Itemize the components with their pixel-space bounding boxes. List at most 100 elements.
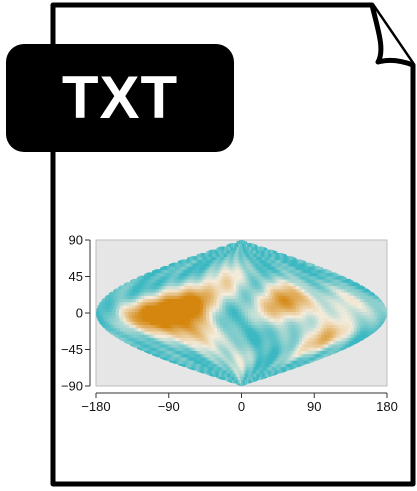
heatmap-cell [228, 363, 231, 368]
heatmap-cell [299, 285, 303, 290]
heatmap-cell [329, 269, 332, 274]
heatmap-cell [214, 327, 218, 332]
heatmap-cell [196, 265, 199, 270]
heatmap-cell [198, 334, 203, 338]
heatmap-cell [334, 350, 338, 355]
heatmap-cell [337, 317, 342, 322]
heatmap-cell [239, 350, 243, 355]
heatmap-cell [274, 369, 277, 374]
heatmap-cell [121, 311, 126, 316]
heatmap-cell [296, 285, 300, 290]
heatmap-cell [165, 327, 170, 332]
heatmap-cell [218, 262, 222, 267]
heatmap-cell [225, 324, 230, 329]
heatmap-cell [172, 334, 177, 338]
heatmap-cell [313, 353, 316, 358]
heatmap-cell [232, 295, 237, 299]
heatmap-cell [181, 334, 185, 338]
heatmap-cell [303, 278, 307, 283]
heatmap-cell [271, 249, 273, 254]
heatmap-cell [308, 272, 312, 277]
heatmap-cell [300, 278, 305, 283]
heatmap-cell [211, 347, 215, 351]
heatmap-cell [359, 291, 364, 296]
heatmap-cell [288, 259, 291, 264]
file-type-label: TXT [61, 64, 179, 131]
heatmap-cell [132, 298, 137, 303]
heatmap-cell [215, 308, 220, 312]
heatmap-cell [258, 252, 261, 257]
heatmap-cell [107, 324, 112, 329]
heatmap-cell [146, 350, 150, 355]
heatmap-cell [200, 285, 204, 290]
heatmap-cell [286, 360, 289, 364]
heatmap-cell [271, 285, 275, 290]
heatmap-cell [202, 327, 206, 332]
heatmap-cell [246, 275, 250, 280]
heatmap-cell [279, 304, 284, 309]
heatmap-cell [278, 288, 283, 293]
heatmap-cell [203, 259, 206, 264]
heatmap-cell [251, 256, 253, 261]
heatmap-cell [239, 249, 241, 254]
y-tick-label: 45 [69, 269, 83, 284]
heatmap-cell [157, 343, 161, 348]
heatmap-cell [192, 275, 196, 280]
heatmap-cell [287, 334, 291, 338]
heatmap-cell [236, 347, 240, 351]
heatmap-cell [297, 347, 301, 351]
heatmap-cell [268, 265, 272, 270]
heatmap-cell [266, 369, 269, 374]
heatmap-cell [299, 327, 303, 332]
heatmap-cell [201, 256, 204, 261]
heatmap-cell [286, 308, 291, 312]
heatmap-cell [207, 256, 210, 261]
heatmap-cell [292, 275, 296, 280]
heatmap-cell [121, 288, 126, 293]
heatmap-cell [150, 327, 154, 332]
heatmap-cell [344, 314, 349, 319]
heatmap-cell [260, 314, 265, 319]
heatmap-cell [311, 275, 315, 280]
heatmap-cell [130, 321, 135, 325]
heatmap-cell [298, 334, 303, 338]
heatmap-cell [182, 343, 186, 348]
heatmap-cell [249, 282, 253, 287]
heatmap-cell [262, 259, 265, 264]
heatmap-cell [228, 282, 232, 287]
heatmap-cell [315, 330, 319, 335]
heatmap-cell [194, 347, 198, 351]
heatmap-cell [244, 262, 247, 267]
heatmap-cell [239, 353, 243, 358]
heatmap-cell [184, 259, 187, 264]
heatmap-cell [278, 252, 281, 257]
heatmap-cell [103, 304, 108, 309]
heatmap-cell [221, 249, 224, 254]
heatmap-cell [122, 314, 126, 319]
heatmap-cell [211, 366, 214, 371]
heatmap-cell [196, 356, 199, 361]
heatmap-cell [362, 285, 366, 290]
heatmap-cell [260, 324, 264, 329]
heatmap-cell [147, 278, 151, 283]
heatmap-cell [183, 317, 188, 322]
heatmap-cell [219, 353, 223, 358]
heatmap-cell [173, 330, 178, 335]
heatmap-cell [174, 272, 178, 277]
heatmap-cell [174, 343, 178, 348]
heatmap-cell [191, 282, 196, 287]
heatmap-cell [205, 360, 209, 364]
heatmap-cell [161, 356, 165, 361]
heatmap-cell [167, 308, 172, 312]
heatmap-cell [210, 265, 214, 270]
heatmap-cell [261, 265, 264, 270]
heatmap-cell [276, 366, 279, 371]
heatmap-cell [315, 288, 320, 293]
heatmap-cell [135, 324, 140, 329]
heatmap-cell [183, 360, 186, 364]
heatmap-cell [292, 347, 296, 351]
heatmap-cell [232, 249, 234, 254]
heatmap-cell [341, 334, 345, 338]
heatmap-cell [214, 366, 217, 371]
heatmap-cell [225, 347, 229, 351]
